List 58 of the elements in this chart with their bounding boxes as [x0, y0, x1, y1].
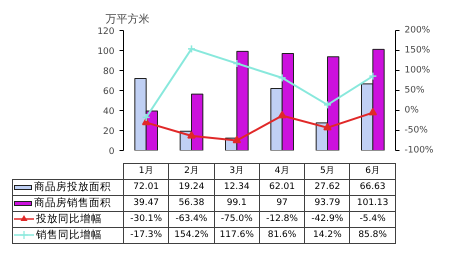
legend-label: 投放同比增幅 [36, 213, 102, 225]
y2-tick-label: 100% [404, 66, 431, 76]
y-tick-label: 60 [103, 87, 115, 97]
data-label: 62.01 [259, 180, 305, 196]
data-label: -42.9% [304, 212, 350, 228]
data-label: 39.47 [124, 196, 169, 212]
data-label: 81.6% [259, 228, 305, 244]
y2-tick-label: 200% [404, 26, 431, 36]
point [323, 122, 332, 130]
data-label: -5.4% [350, 212, 396, 228]
y-tick-label: 40 [103, 107, 115, 117]
data-label: 117.6% [214, 228, 260, 244]
point [278, 110, 286, 118]
x-tick-label: 4月 [259, 164, 305, 180]
y-tick-label: 80 [103, 67, 115, 77]
y-tick-label: 0 [108, 147, 115, 157]
data-label: 97 [259, 196, 305, 212]
data-label: -30.1% [124, 212, 169, 228]
y-tick-label: 120 [97, 27, 115, 37]
y-tick-label: 100 [97, 47, 115, 57]
data-label: 66.63 [350, 180, 396, 196]
y-axis-title: 万平方米 [106, 12, 150, 26]
legend-label: 销售同比增幅 [36, 229, 102, 241]
data-label: 101.13 [350, 196, 396, 212]
point [187, 44, 196, 54]
point [232, 136, 242, 144]
x-tick-label: 3月 [214, 164, 260, 180]
y2-tick-label: -100% [404, 146, 434, 156]
data-label: -12.8% [259, 212, 305, 228]
x-tick-label: 2月 [168, 164, 214, 180]
data-label: 14.2% [304, 228, 350, 244]
legend-label: 商品房销售面积 [34, 197, 111, 209]
x-tick-label: 6月 [350, 164, 396, 180]
x-tick-label: 5月 [304, 164, 350, 180]
point [368, 108, 378, 116]
point [187, 131, 196, 139]
point [278, 74, 286, 82]
data-label: 12.34 [214, 180, 260, 196]
point [232, 59, 242, 68]
y2-tick-label: 50% [404, 86, 425, 96]
data-label: 19.24 [168, 180, 214, 196]
data-label: 99.1 [214, 196, 260, 212]
data-label: -17.3% [124, 228, 169, 244]
point [323, 100, 332, 110]
data-label: -63.4% [168, 212, 214, 228]
y2-tick-label: 150% [404, 46, 431, 56]
data-label: 27.62 [304, 180, 350, 196]
data-label: 72.01 [124, 180, 169, 196]
data-label: -75.0% [214, 212, 260, 228]
y2-tick-label: -50% [404, 126, 428, 136]
data-label: 154.2% [168, 228, 214, 244]
data-label: 56.38 [168, 196, 214, 212]
legend-label: 商品房投放面积 [34, 181, 111, 193]
x-tick-label: 1月 [124, 164, 169, 180]
y2-tick-label: 0% [404, 106, 420, 116]
data-label: 93.79 [304, 196, 350, 212]
y-tick-label: 20 [103, 127, 115, 137]
data-label: 85.8% [350, 228, 396, 244]
